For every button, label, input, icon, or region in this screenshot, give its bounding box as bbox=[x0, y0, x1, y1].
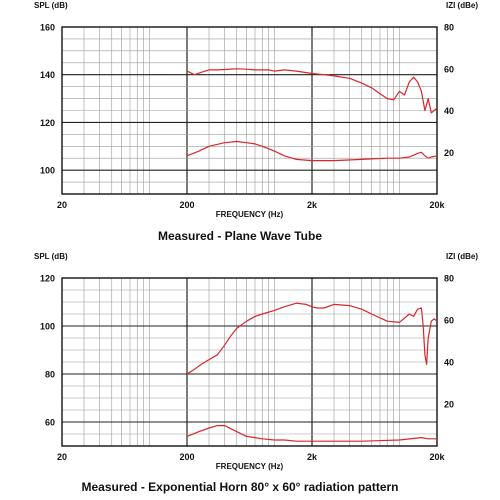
y-axis-title-left: SPL (dB) bbox=[34, 1, 68, 10]
x-axis-title: FREQUENCY (Hz) bbox=[216, 210, 284, 219]
y-tick-label-left: 60 bbox=[45, 418, 55, 428]
series-line-2 bbox=[186, 425, 437, 442]
y-tick-label-right: 80 bbox=[444, 274, 454, 284]
y-tick-label-left: 140 bbox=[40, 70, 55, 80]
y-tick-label-left: 100 bbox=[40, 322, 55, 332]
y-tick-label-left: 100 bbox=[40, 166, 55, 176]
x-tick-label: 200 bbox=[179, 200, 194, 210]
y-tick-label-right: 20 bbox=[444, 148, 454, 158]
y-tick-label-right: 40 bbox=[444, 358, 454, 368]
x-tick-label: 2k bbox=[307, 200, 318, 210]
series-line-2 bbox=[186, 140, 438, 162]
chart-1: SPL (dB) IZI (dBe) 100 120 140 160 20 40 60 80 20 2… bbox=[34, 1, 478, 243]
plot-frame bbox=[61, 26, 438, 195]
y-tick-label-left: 160 bbox=[40, 23, 55, 33]
y-tick-label-right: 60 bbox=[444, 316, 454, 326]
series-line-1 bbox=[186, 302, 438, 375]
x-tick-label: 200 bbox=[179, 452, 194, 462]
y-tick-label-right: 80 bbox=[444, 23, 454, 33]
y-tick-label-right: 40 bbox=[444, 106, 454, 116]
y-tick-label-right: 20 bbox=[444, 400, 454, 410]
x-axis-title: FREQUENCY (Hz) bbox=[216, 462, 284, 471]
y-tick-label-left: 120 bbox=[40, 118, 55, 128]
chart-2: SPL (dB) IZI (dBe) 60 80 100 120 20 40 60 80 20 200… bbox=[34, 252, 478, 494]
y-axis-title-right: IZI (dBe) bbox=[446, 252, 478, 261]
series-line-1 bbox=[186, 68, 438, 114]
x-tick-label: 20 bbox=[57, 452, 67, 462]
chart-title: Measured - Exponential Horn 80° x 60° ra… bbox=[81, 480, 398, 494]
x-tick-label: 20k bbox=[429, 200, 445, 210]
plot-frame bbox=[61, 277, 438, 447]
x-tick-label: 2k bbox=[307, 452, 318, 462]
y-axis-title-left: SPL (dB) bbox=[34, 252, 68, 261]
y-tick-label-left: 80 bbox=[45, 370, 55, 380]
x-tick-label: 20k bbox=[429, 452, 445, 462]
chart-title: Measured - Plane Wave Tube bbox=[158, 229, 322, 243]
y-tick-label-right: 60 bbox=[444, 64, 454, 74]
y-axis-title-right: IZI (dBe) bbox=[446, 1, 478, 10]
x-tick-label: 20 bbox=[57, 200, 67, 210]
y-tick-label-left: 120 bbox=[40, 274, 55, 284]
